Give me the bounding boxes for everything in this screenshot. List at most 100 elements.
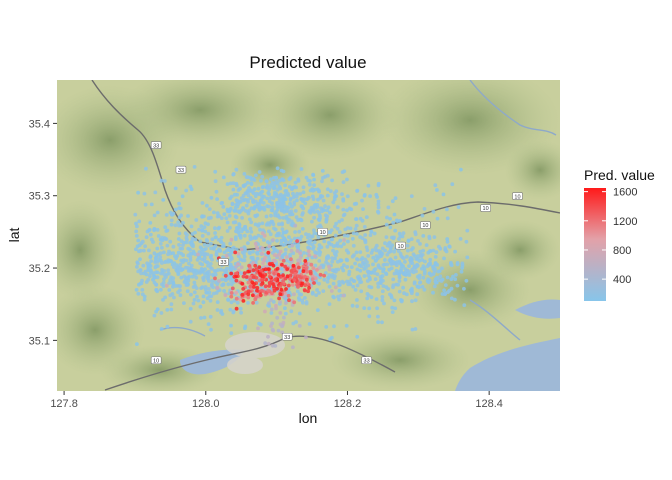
prediction-point	[258, 273, 263, 277]
prediction-point	[435, 188, 439, 192]
prediction-point	[281, 243, 286, 247]
prediction-point	[166, 268, 171, 273]
prediction-point	[376, 181, 381, 186]
prediction-point	[177, 231, 182, 236]
prediction-point	[280, 177, 284, 182]
prediction-point	[317, 211, 321, 215]
prediction-point	[271, 300, 276, 304]
prediction-point	[353, 261, 357, 266]
prediction-point	[417, 276, 422, 281]
prediction-point	[442, 288, 446, 293]
prediction-point	[275, 266, 280, 271]
prediction-point	[232, 192, 237, 197]
prediction-point	[327, 264, 331, 269]
prediction-point	[335, 205, 340, 210]
prediction-point	[163, 260, 167, 264]
prediction-point	[228, 258, 233, 262]
prediction-point	[421, 234, 426, 238]
prediction-point	[149, 259, 154, 263]
prediction-point	[229, 300, 234, 305]
prediction-point	[171, 251, 176, 256]
prediction-point	[351, 231, 356, 236]
prediction-point	[134, 247, 138, 252]
prediction-point	[164, 213, 169, 217]
prediction-point	[259, 178, 263, 183]
prediction-point	[253, 241, 258, 246]
prediction-point	[209, 283, 214, 288]
prediction-point	[464, 278, 469, 283]
road-shield: 33	[281, 332, 293, 341]
prediction-point	[183, 265, 188, 270]
prediction-point	[292, 300, 297, 305]
prediction-point	[144, 235, 149, 240]
prediction-point	[311, 173, 316, 178]
prediction-point	[341, 268, 346, 273]
prediction-point	[230, 265, 235, 270]
prediction-point	[325, 279, 330, 284]
prediction-point	[239, 247, 244, 252]
prediction-point	[449, 286, 454, 291]
prediction-point	[304, 175, 309, 180]
prediction-point	[333, 285, 338, 290]
prediction-point	[365, 269, 370, 274]
prediction-point	[355, 304, 359, 309]
y-tick-label: 35.1	[29, 335, 50, 347]
prediction-point	[366, 183, 371, 188]
prediction-point	[251, 249, 255, 254]
prediction-point	[405, 254, 409, 259]
prediction-point	[297, 274, 302, 279]
prediction-point	[149, 237, 154, 242]
prediction-point	[302, 197, 307, 202]
prediction-point	[197, 256, 202, 260]
prediction-point	[234, 226, 239, 230]
prediction-point	[199, 246, 204, 251]
prediction-point	[210, 278, 215, 283]
prediction-point	[348, 226, 353, 231]
prediction-point	[396, 272, 401, 276]
prediction-point	[408, 288, 413, 293]
prediction-point	[259, 268, 263, 273]
prediction-point	[155, 228, 160, 232]
prediction-point	[287, 235, 291, 240]
prediction-point	[315, 288, 319, 292]
prediction-point	[260, 174, 265, 179]
prediction-point	[253, 222, 258, 227]
prediction-point	[345, 177, 349, 182]
prediction-point	[415, 292, 420, 297]
prediction-point	[393, 255, 398, 260]
prediction-point	[212, 269, 217, 273]
prediction-point	[248, 237, 253, 242]
prediction-point	[284, 301, 288, 305]
prediction-point	[206, 322, 211, 326]
prediction-point	[276, 273, 281, 277]
prediction-point	[214, 249, 219, 254]
prediction-point	[373, 267, 378, 272]
prediction-point	[264, 179, 269, 184]
prediction-point	[296, 179, 301, 183]
prediction-point	[357, 263, 362, 268]
prediction-point	[331, 248, 335, 253]
prediction-point	[215, 300, 220, 304]
x-tick-label: 127.8	[50, 398, 78, 410]
prediction-point	[267, 301, 271, 306]
prediction-point	[290, 283, 295, 287]
prediction-point	[160, 245, 164, 250]
prediction-point	[401, 285, 405, 290]
prediction-point	[326, 275, 330, 280]
prediction-point	[307, 322, 312, 326]
road-shield: 33	[150, 141, 162, 149]
prediction-point	[135, 244, 140, 249]
prediction-point	[355, 232, 359, 236]
prediction-point	[227, 209, 231, 214]
prediction-point	[327, 302, 332, 306]
prediction-point	[231, 245, 236, 250]
x-tick-label: 128.2	[334, 398, 362, 410]
prediction-point	[331, 200, 336, 205]
prediction-point	[379, 277, 384, 282]
prediction-point	[362, 306, 367, 310]
prediction-point	[252, 205, 257, 210]
prediction-point	[279, 288, 284, 292]
prediction-point	[411, 246, 415, 250]
prediction-point	[258, 293, 263, 297]
